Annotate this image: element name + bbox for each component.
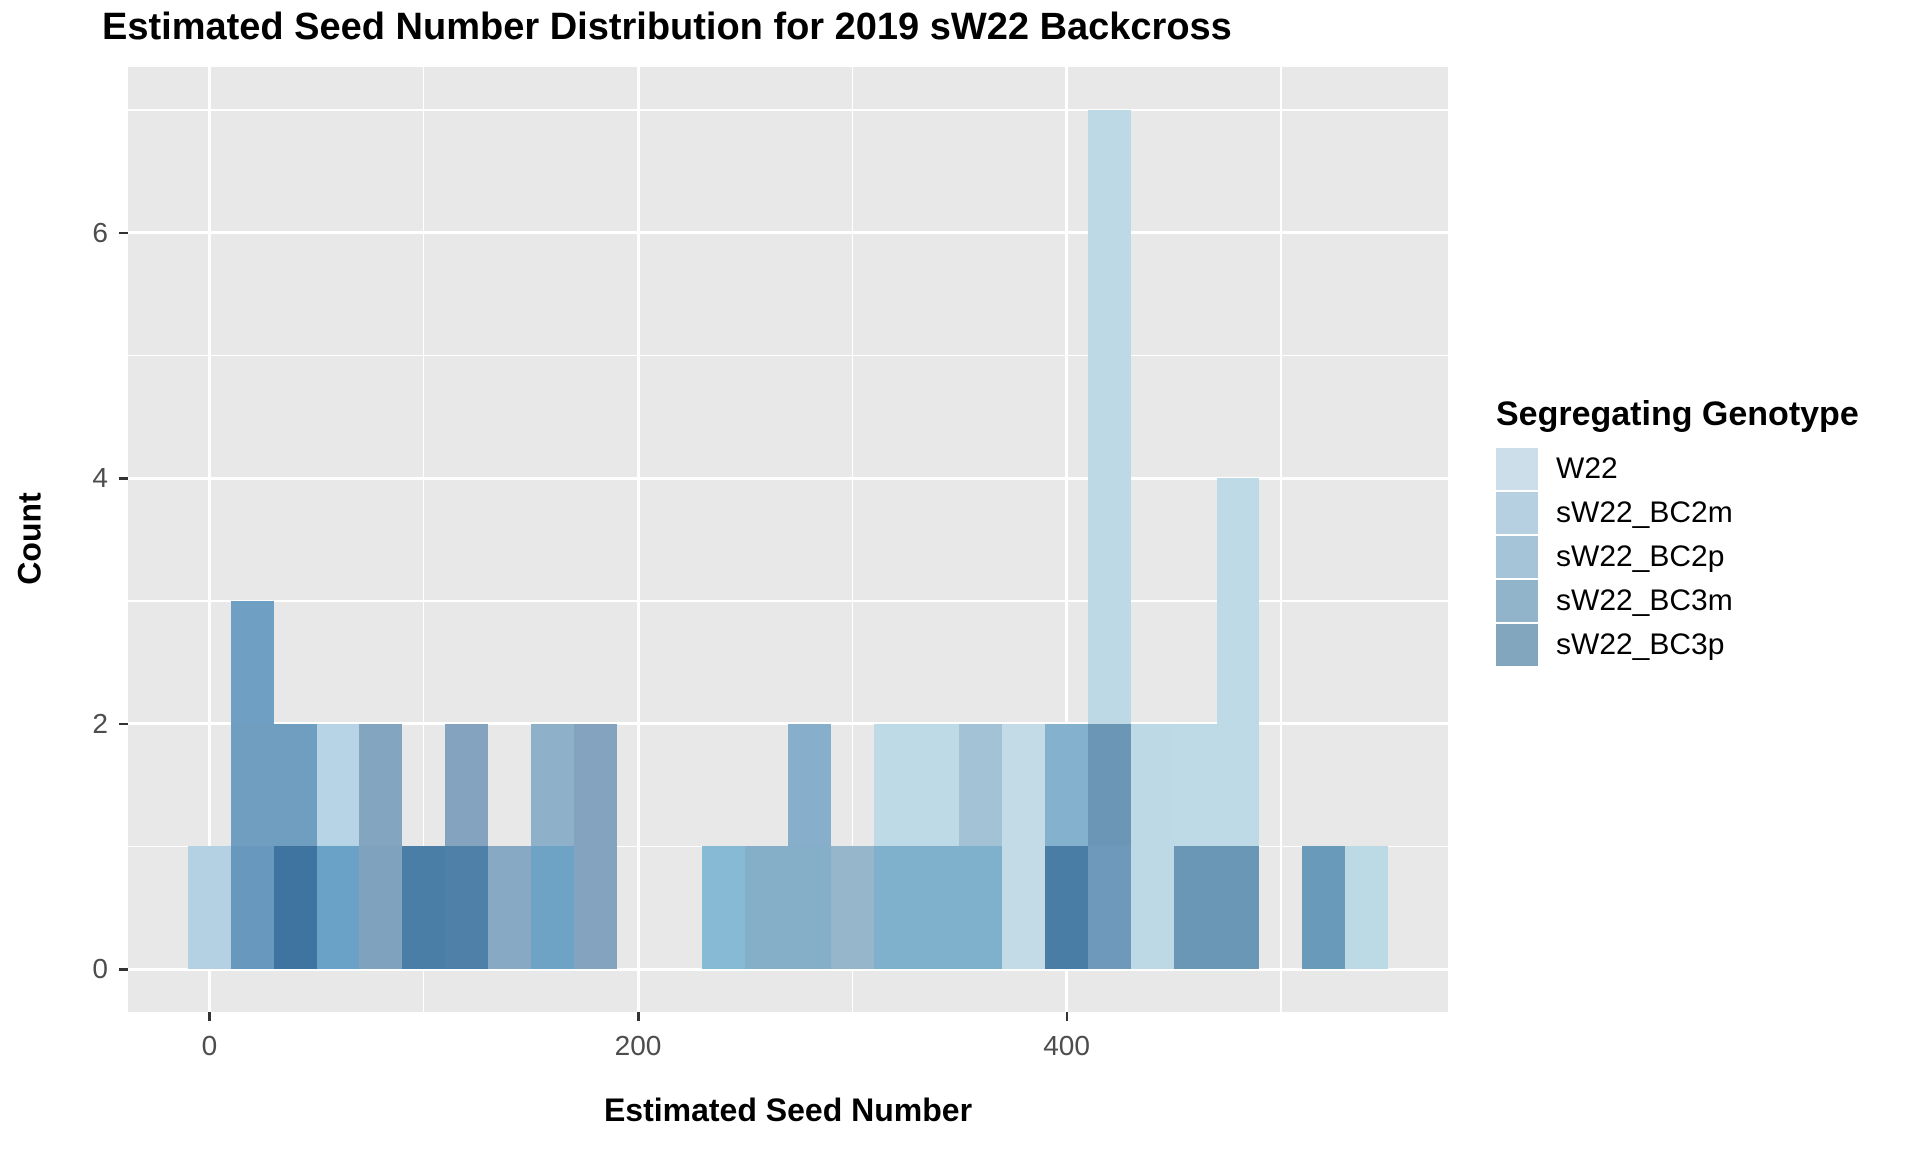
- histogram-bar-segment: [916, 846, 960, 970]
- histogram-bar-segment: [188, 846, 231, 970]
- histogram-bar-segment: [959, 723, 1003, 847]
- y-tick-mark: [119, 722, 128, 726]
- legend: Segregating Genotype W22 sW22_BC2m sW22_BC…: [1496, 395, 1916, 668]
- legend-label: sW22_BC2p: [1556, 539, 1725, 573]
- histogram-bar-segment: [873, 846, 917, 970]
- y-major-gridline: [128, 231, 1448, 235]
- y-major-gridline: [128, 967, 1448, 971]
- x-major-gridline: [636, 67, 640, 1012]
- legend-items: W22 sW22_BC2m sW22_BC2p sW22_BC3m sW22_BC3p: [1496, 447, 1916, 666]
- histogram-bar-segment: [1045, 723, 1088, 847]
- histogram-bar-segment: [959, 846, 1003, 970]
- histogram-bar-segment: [1088, 109, 1131, 724]
- histogram-bar-segment: [916, 723, 960, 847]
- histogram-bar-segment: [1216, 846, 1260, 970]
- x-minor-gridline: [422, 67, 425, 1012]
- histogram-bar-segment: [1173, 846, 1217, 970]
- y-major-gridline: [128, 476, 1448, 480]
- x-tick-label: 0: [201, 1030, 218, 1061]
- legend-swatch: [1496, 623, 1538, 666]
- legend-label: sW22_BC3m: [1556, 583, 1733, 617]
- legend-label: sW22_BC2m: [1556, 495, 1733, 529]
- plot-panel: [128, 67, 1448, 1012]
- y-tick-label: 2: [92, 707, 108, 739]
- y-axis-title: Count: [11, 491, 48, 585]
- x-tick-mark: [1065, 1012, 1069, 1021]
- legend-title: Segregating Genotype: [1496, 394, 1859, 433]
- histogram-bar-segment: [1130, 723, 1174, 970]
- y-tick-mark: [119, 968, 128, 971]
- histogram-bar-segment: [273, 846, 317, 970]
- histogram-bar-segment: [1345, 846, 1388, 970]
- x-minor-gridline: [851, 67, 854, 1012]
- legend-item: sW22_BC3p: [1496, 623, 1916, 666]
- histogram-bar-segment: [273, 723, 317, 847]
- histogram-bar-segment: [1088, 723, 1131, 847]
- histogram-bar-segment: [788, 846, 831, 970]
- y-tick-mark: [119, 231, 128, 235]
- histogram-bar-segment: [530, 723, 574, 847]
- x-tick-label: 200: [614, 1030, 662, 1061]
- x-major-gridline: [1065, 67, 1069, 1012]
- legend-swatch: [1496, 535, 1538, 578]
- histogram-bar-segment: [1088, 846, 1131, 970]
- histogram-bar-segment: [488, 846, 531, 970]
- histogram-bar-segment: [788, 723, 831, 847]
- y-tick-label: 6: [92, 216, 108, 248]
- y-minor-gridline: [128, 600, 1448, 602]
- histogram-bar-segment: [702, 846, 746, 970]
- histogram-bar-segment: [230, 600, 274, 724]
- histogram-bar-segment: [1045, 846, 1088, 970]
- y-minor-gridline: [128, 354, 1448, 357]
- legend-label: W22: [1556, 451, 1618, 485]
- x-minor-gridline: [1280, 67, 1282, 1012]
- histogram-bar-segment: [445, 723, 488, 847]
- histogram-bar-segment: [359, 723, 403, 847]
- y-tick-label: 4: [92, 462, 108, 494]
- histogram-bar-segment: [573, 723, 617, 970]
- x-tick-label: 400: [1043, 1030, 1090, 1061]
- histogram-bar-segment: [230, 723, 274, 847]
- y-tick-mark: [119, 477, 128, 480]
- histogram-bar-segment: [402, 846, 446, 970]
- legend-swatch: [1496, 579, 1538, 622]
- x-major-gridline: [207, 67, 211, 1012]
- y-minor-gridline: [128, 109, 1448, 111]
- legend-item: sW22_BC2m: [1496, 491, 1916, 534]
- histogram-bar-segment: [530, 846, 574, 970]
- legend-item: W22: [1496, 447, 1916, 490]
- y-tick-label: 0: [92, 953, 108, 985]
- histogram-bar-segment: [1216, 478, 1260, 847]
- x-tick-mark: [637, 1012, 640, 1021]
- histogram-bar-segment: [873, 723, 917, 847]
- x-axis-title: Estimated Seed Number: [603, 1092, 973, 1128]
- histogram-bar-segment: [316, 846, 360, 970]
- histogram-bar-segment: [359, 846, 403, 970]
- x-tick-mark: [208, 1012, 211, 1021]
- legend-swatch: [1496, 447, 1538, 490]
- legend-item: sW22_BC2p: [1496, 535, 1916, 578]
- histogram-bar-segment: [745, 846, 788, 970]
- chart-title: Estimated Seed Number Distribution for 2…: [102, 6, 1232, 48]
- legend-swatch: [1496, 491, 1538, 534]
- histogram-bar-segment: [1173, 723, 1217, 847]
- histogram-bar-segment: [1302, 846, 1346, 970]
- histogram-bar-segment: [230, 846, 274, 970]
- histogram-bar-segment: [445, 846, 488, 970]
- histogram-bar-segment: [830, 846, 874, 970]
- legend-label: sW22_BC3p: [1556, 627, 1725, 661]
- legend-item: sW22_BC3m: [1496, 579, 1916, 622]
- histogram-bar-segment: [316, 723, 360, 847]
- histogram-bar-segment: [1002, 723, 1046, 970]
